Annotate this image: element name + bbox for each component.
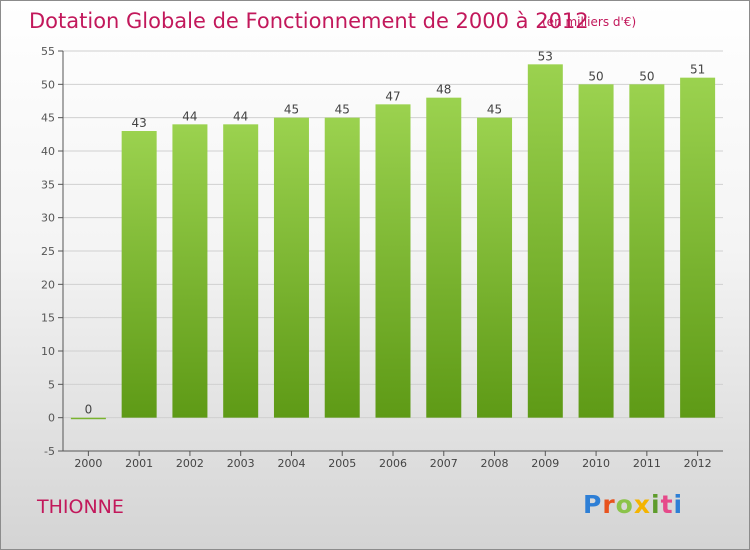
bar (121, 131, 157, 418)
proxiti-logo: Proxiti (583, 490, 683, 519)
x-tick-label: 2004 (277, 457, 305, 470)
data-label: 51 (690, 63, 705, 77)
bar (375, 104, 411, 418)
x-tick-label: 2000 (74, 457, 102, 470)
logo-letter: P (583, 490, 603, 519)
y-tick-label: 45 (41, 112, 55, 125)
y-tick-label: 10 (41, 345, 55, 358)
x-tick-label: 2009 (531, 457, 559, 470)
x-tick-label: 2003 (227, 457, 255, 470)
data-label: 44 (233, 109, 248, 123)
logo-letter: x (633, 490, 651, 519)
y-tick-label: -5 (44, 445, 55, 458)
x-tick-label: 2001 (125, 457, 153, 470)
data-label: 43 (132, 116, 147, 130)
bar (223, 124, 259, 418)
data-label: 53 (538, 49, 553, 63)
chart-subtitle: (en milliers d'€) (542, 15, 637, 29)
bars (70, 64, 716, 420)
bar (324, 117, 360, 418)
bar (426, 97, 462, 418)
labels: 2000 0 2001 43 2002 44 2003 44 2004 45 2005 45 2006 4… (74, 49, 711, 470)
data-label: 47 (385, 89, 400, 103)
logo-letter: r (602, 490, 616, 519)
y-tick-label: 5 (48, 378, 55, 391)
chart-title: Dotation Globale de Fonctionnement de 20… (29, 9, 589, 33)
y-tick-label: 35 (41, 178, 55, 191)
x-tick-label: 2008 (481, 457, 509, 470)
x-tick-label: 2002 (176, 457, 204, 470)
bar (527, 64, 563, 418)
y-tick-label: 20 (41, 278, 55, 291)
bar (629, 84, 665, 418)
data-label: 45 (487, 103, 502, 117)
x-tick-label: 2011 (633, 457, 661, 470)
data-label: 50 (588, 69, 603, 83)
data-label: 48 (436, 83, 451, 97)
y-tick-label: 0 (48, 412, 55, 425)
bar (578, 84, 614, 418)
y-tick-label: 30 (41, 212, 55, 225)
bar (70, 417, 106, 420)
data-label: 45 (284, 103, 299, 117)
logo-letter: t (660, 490, 674, 519)
bar (680, 77, 716, 418)
bar (477, 117, 513, 418)
x-tick-label: 2010 (582, 457, 610, 470)
y-tick-label: 25 (41, 245, 55, 258)
y-tick-label: 50 (41, 78, 55, 91)
x-tick-label: 2005 (328, 457, 356, 470)
bar (172, 124, 208, 418)
y-tick-label: 15 (41, 312, 55, 325)
logo-letter: o (615, 490, 634, 519)
data-label: 0 (85, 403, 93, 417)
y-tick-label: 40 (41, 145, 55, 158)
data-label: 50 (639, 69, 654, 83)
logo-letter: i (651, 490, 661, 519)
x-tick-label: 2012 (684, 457, 712, 470)
x-tick-label: 2006 (379, 457, 407, 470)
x-tick-label: 2007 (430, 457, 458, 470)
logo-letter: i (673, 490, 684, 519)
commune-name: THIONNE (37, 496, 124, 518)
data-label: 45 (335, 103, 350, 117)
bar (273, 117, 309, 418)
y-tick-label: 55 (41, 45, 55, 58)
data-label: 44 (182, 109, 197, 123)
